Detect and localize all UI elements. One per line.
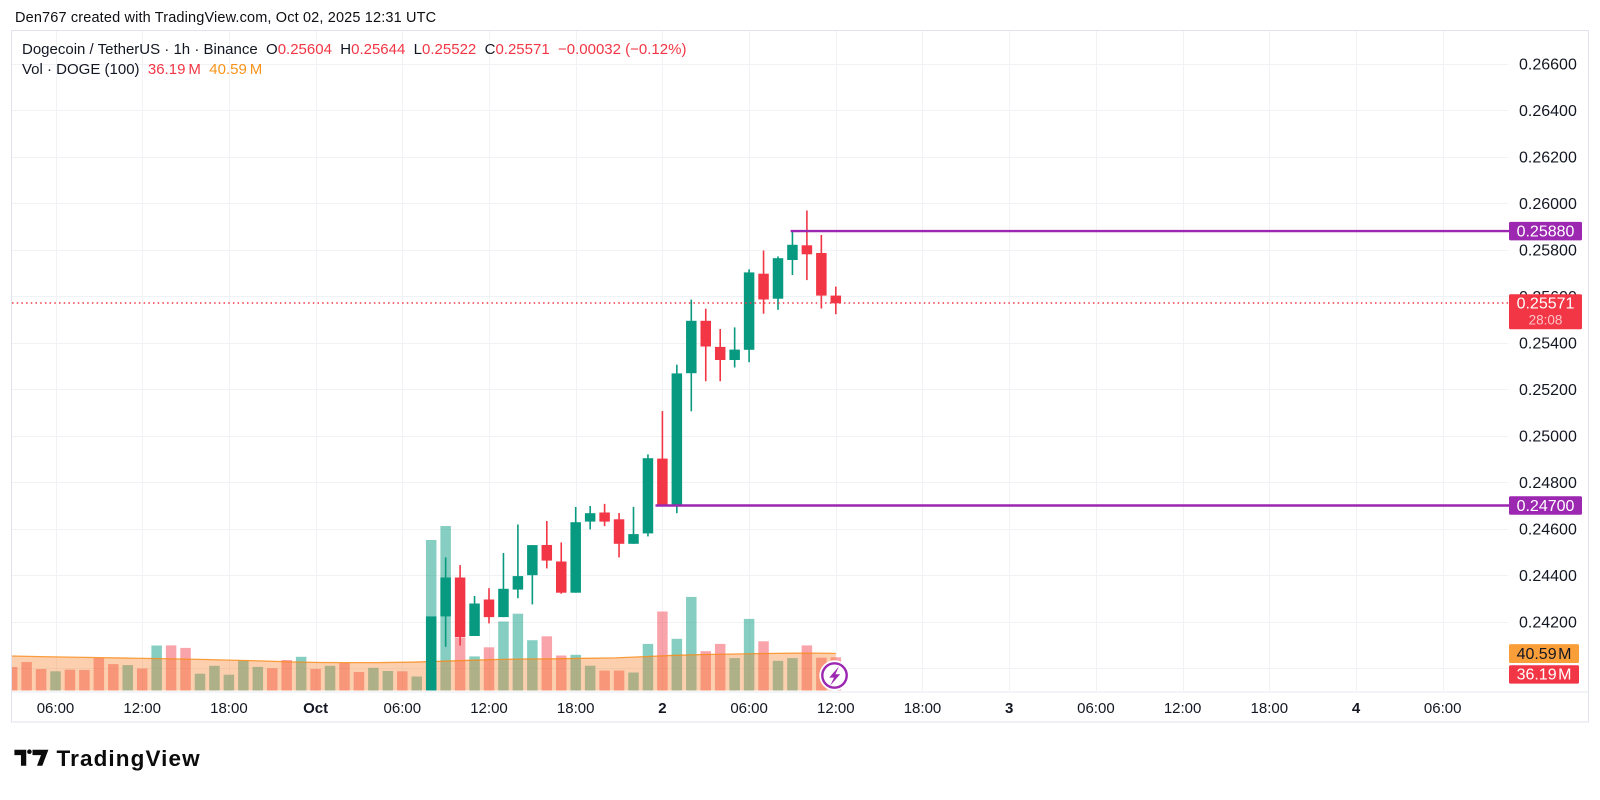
svg-text:Oct: Oct — [303, 700, 328, 717]
svg-text:0.24600: 0.24600 — [1519, 522, 1577, 539]
svg-text:06:00: 06:00 — [1424, 700, 1462, 717]
svg-text:3: 3 — [1005, 700, 1013, 717]
svg-text:06:00: 06:00 — [384, 700, 422, 717]
svg-text:0.24700: 0.24700 — [1517, 498, 1575, 515]
svg-text:12:00: 12:00 — [470, 700, 508, 717]
svg-text:TradingView: TradingView — [57, 746, 201, 771]
svg-text:0.25000: 0.25000 — [1519, 429, 1577, 446]
svg-text:36.19M: 36.19M — [1517, 667, 1572, 684]
svg-text:0.26200: 0.26200 — [1519, 150, 1577, 167]
svg-text:0.24800: 0.24800 — [1519, 475, 1577, 492]
svg-text:40.59M: 40.59M — [1517, 646, 1572, 663]
svg-text:06:00: 06:00 — [730, 700, 768, 717]
svg-text:12:00: 12:00 — [123, 700, 161, 717]
svg-text:06:00: 06:00 — [37, 700, 75, 717]
svg-text:2: 2 — [658, 700, 666, 717]
svg-text:0.24200: 0.24200 — [1519, 615, 1577, 632]
svg-text:28:08: 28:08 — [1529, 313, 1563, 328]
svg-text:0.25800: 0.25800 — [1519, 243, 1577, 260]
svg-text:0.26600: 0.26600 — [1519, 57, 1577, 74]
svg-text:12:00: 12:00 — [1164, 700, 1202, 717]
svg-text:18:00: 18:00 — [557, 700, 595, 717]
svg-text:0.25571: 0.25571 — [1517, 296, 1575, 313]
svg-text:4: 4 — [1352, 700, 1361, 717]
svg-text:18:00: 18:00 — [904, 700, 942, 717]
svg-text:18:00: 18:00 — [210, 700, 248, 717]
svg-text:18:00: 18:00 — [1251, 700, 1289, 717]
svg-text:0.26000: 0.26000 — [1519, 196, 1577, 213]
svg-text:0.25880: 0.25880 — [1517, 224, 1575, 241]
svg-text:06:00: 06:00 — [1077, 700, 1115, 717]
svg-text:0.24400: 0.24400 — [1519, 568, 1577, 585]
svg-text:0.26400: 0.26400 — [1519, 103, 1577, 120]
svg-text:12:00: 12:00 — [817, 700, 855, 717]
svg-text:0.25200: 0.25200 — [1519, 382, 1577, 399]
svg-text:0.25400: 0.25400 — [1519, 336, 1577, 353]
